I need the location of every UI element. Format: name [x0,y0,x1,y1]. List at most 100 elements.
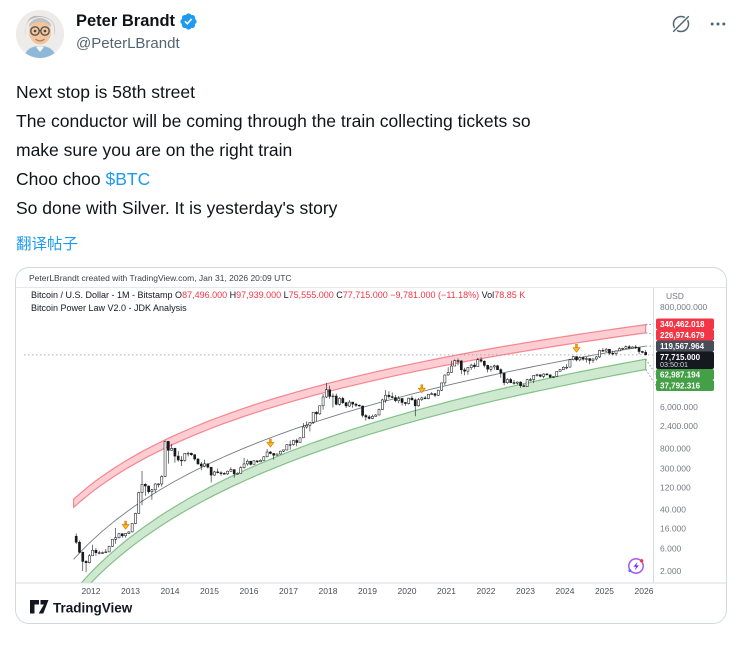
candle [272,453,276,456]
grok-icon[interactable] [670,13,692,35]
price-label-value: 77,715.000 [660,353,701,362]
candle [644,352,647,356]
tweet-text-lines: Next stop is 58th street The conductor wi… [16,78,726,223]
halving-marker-icon [417,384,426,394]
candle [134,513,137,524]
avatar[interactable] [16,10,64,58]
candle [331,395,335,398]
candle [94,550,98,553]
candle [384,394,387,401]
sparkle-icon[interactable] [628,558,644,574]
candle [575,356,578,361]
candle [147,485,150,492]
candle [311,411,315,423]
candle [209,466,213,476]
candle [315,411,318,415]
candle [545,373,549,376]
candle [581,357,585,360]
candle [298,437,302,443]
candle [423,397,427,399]
candle [292,440,295,445]
candle [496,365,499,370]
price-label-value: 37,792.316 [660,381,701,390]
time-scale[interactable]: 2012 2013 2014 2015 2016 2017 2018 2019 2020 2021… [82,586,654,596]
price-label-value: 340,462.018 [660,320,705,329]
candle [242,463,246,468]
candle [249,460,252,465]
candle [627,346,631,349]
tweet-text-line: Next stop is 58th street [16,82,195,102]
candle [420,397,424,400]
candle [150,489,154,492]
price-scale[interactable]: 800,000.000 6,000.000 2,400.000 800.000 300.… [660,302,708,576]
candle [515,381,519,384]
candle [387,394,391,397]
candle [588,358,592,361]
label-connector [645,332,657,336]
candle [206,463,210,468]
candle [84,561,88,563]
label-connector [645,323,657,325]
candle [173,448,177,457]
candle [318,405,322,415]
tradingview-logo-icon-7 [38,600,49,614]
bar-countdown: 03:50:01 [660,360,688,369]
candle [367,416,371,419]
candle [275,453,279,456]
candle [301,426,305,439]
candle [334,395,338,405]
candle [348,401,351,407]
price-label-value: 226,974.679 [660,331,705,340]
candle [476,359,480,367]
candle [180,459,183,462]
candle [114,537,118,540]
name-block: Peter Brandt @PeterLBrandt [76,11,198,54]
candle [535,374,539,376]
candle [522,385,526,387]
display-name[interactable]: Peter Brandt [76,12,176,30]
candle [608,348,611,354]
tweet-header: Peter Brandt @PeterLBrandt [16,10,728,60]
candle [160,476,164,485]
translate-post-link[interactable]: 翻译帖子 [16,236,79,253]
x-tick-label: 2017 [279,586,298,596]
candle [430,393,434,395]
candle [469,364,473,368]
tradingview-watermark[interactable]: TradingView [30,600,133,616]
x-tick-label: 2023 [516,586,535,596]
y-tick-label: 40.000 [660,505,686,515]
candle [81,552,85,562]
candle [163,441,167,477]
user-handle[interactable]: @PeterLBrandt [76,35,180,52]
verified-badge-icon [180,13,197,30]
candle [107,546,111,553]
candle [604,348,608,352]
y-tick-label: 2,400.000 [660,421,698,431]
candle [456,360,460,362]
candle [512,382,516,384]
chart-attachment[interactable]: PeterLBrandt created with TradingView.co… [15,267,727,624]
candle [186,452,190,455]
candle [601,350,605,352]
candle [216,471,220,473]
candle [338,398,341,405]
x-tick-label: 2014 [161,586,180,596]
more-icon[interactable] [708,14,728,34]
candle [305,425,308,428]
candle [374,414,378,417]
candle [538,374,542,377]
candle [453,360,457,367]
price-label [656,318,714,330]
candle [641,351,644,353]
candle [492,365,496,368]
cashtag-link[interactable]: $BTC [105,169,151,189]
candle [407,397,410,404]
candle [364,415,368,418]
candle [354,403,358,406]
resistance-band [73,323,647,509]
candle [525,379,529,387]
x-tick-label: 2026 [635,586,654,596]
candle [361,405,364,416]
candle [413,399,417,407]
halving-marker-icon [121,520,130,530]
